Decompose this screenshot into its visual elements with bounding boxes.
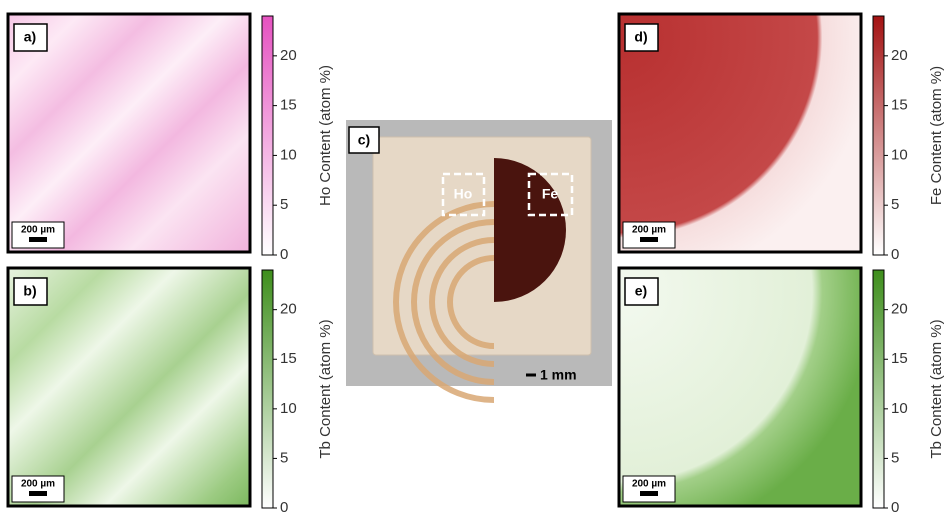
colorbar-tick-label: 20 bbox=[280, 47, 297, 64]
scale-bar bbox=[29, 491, 47, 496]
scale-bar-label: 200 µm bbox=[632, 479, 666, 490]
colorbar-title: Tb Content (atom %) bbox=[317, 319, 334, 458]
colorbar-tick-label: 5 bbox=[891, 196, 899, 213]
scale-bar bbox=[640, 237, 658, 242]
colorbar-tick-label: 5 bbox=[891, 449, 899, 466]
panel-label: b) bbox=[23, 283, 36, 299]
colorbar-tick-label: 15 bbox=[280, 350, 297, 367]
colorbar-tick-label: 10 bbox=[280, 400, 297, 417]
colorbar bbox=[262, 16, 273, 255]
colorbar-title: Fe Content (atom %) bbox=[928, 66, 945, 205]
colorbar-tick-label: 15 bbox=[280, 97, 297, 114]
scale-bar bbox=[640, 491, 658, 496]
scale-bar-label: 200 µm bbox=[632, 225, 666, 236]
colorbar-tick-label: 20 bbox=[280, 301, 297, 318]
colorbar-tick-label: 0 bbox=[891, 499, 899, 514]
colorbar-tick-label: 0 bbox=[280, 246, 288, 263]
figure: a)200 µm05101520Ho Content (atom %)b)200… bbox=[0, 0, 947, 514]
colorbar-tick-label: 5 bbox=[280, 196, 288, 213]
box-label: Ho bbox=[454, 186, 473, 202]
scale-bar-label: 200 µm bbox=[21, 225, 55, 236]
colorbar bbox=[873, 16, 884, 255]
colorbar-title: Ho Content (atom %) bbox=[317, 65, 334, 206]
colorbar-tick-label: 0 bbox=[891, 246, 899, 263]
scale-bar bbox=[29, 237, 47, 242]
colorbar bbox=[262, 270, 273, 508]
colorbar bbox=[873, 270, 884, 508]
colorbar-tick-label: 5 bbox=[280, 449, 288, 466]
scale-bar-label: 200 µm bbox=[21, 479, 55, 490]
colorbar-title: Tb Content (atom %) bbox=[928, 319, 945, 458]
photo bbox=[346, 120, 612, 400]
colorbar-tick-label: 10 bbox=[891, 146, 908, 163]
colorbar-tick-label: 0 bbox=[280, 499, 288, 514]
scale-bar-label: 1 mm bbox=[540, 367, 577, 383]
colorbar-tick-label: 15 bbox=[891, 350, 908, 367]
colorbar-tick-label: 10 bbox=[280, 146, 297, 163]
colorbar-tick-label: 10 bbox=[891, 400, 908, 417]
panel-label: d) bbox=[634, 29, 647, 45]
panel-label: a) bbox=[24, 29, 36, 45]
panel-label: e) bbox=[635, 283, 647, 299]
colorbar-tick-label: 20 bbox=[891, 47, 908, 64]
panel-label: c) bbox=[358, 132, 370, 148]
box-label: Fe bbox=[542, 186, 559, 202]
colorbar-tick-label: 20 bbox=[891, 301, 908, 318]
colorbar-tick-label: 15 bbox=[891, 97, 908, 114]
